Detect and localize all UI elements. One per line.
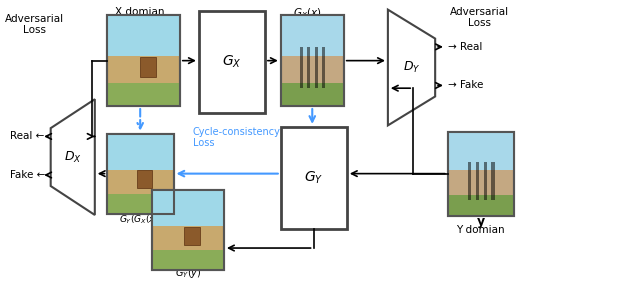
- Text: X domian: X domian: [115, 7, 165, 17]
- Bar: [199, 11, 265, 113]
- Bar: [152, 190, 224, 270]
- Polygon shape: [140, 57, 156, 77]
- Polygon shape: [476, 162, 479, 200]
- Bar: [281, 15, 344, 56]
- Bar: [108, 194, 173, 213]
- Text: $D_Y$: $D_Y$: [403, 60, 420, 75]
- Polygon shape: [468, 162, 471, 200]
- Polygon shape: [492, 162, 495, 200]
- Bar: [281, 83, 344, 106]
- Bar: [108, 83, 180, 106]
- Bar: [152, 250, 224, 270]
- Bar: [281, 15, 344, 106]
- Bar: [108, 15, 180, 106]
- Text: $\mathbf{x}$: $\mathbf{x}$: [135, 17, 145, 30]
- Text: Cycle-consistency
Loss: Cycle-consistency Loss: [193, 127, 280, 148]
- Bar: [108, 134, 173, 213]
- Polygon shape: [300, 47, 303, 88]
- Bar: [108, 134, 173, 213]
- Text: $G_Y(y)$: $G_Y(y)$: [175, 266, 202, 280]
- Polygon shape: [307, 47, 310, 88]
- Bar: [448, 132, 514, 216]
- Text: $D_X$: $D_X$: [64, 149, 82, 165]
- Bar: [108, 134, 173, 170]
- Text: Real ←: Real ←: [10, 131, 44, 141]
- Text: $G_Y$: $G_Y$: [304, 169, 323, 186]
- Polygon shape: [184, 227, 200, 244]
- Text: → Real: → Real: [448, 42, 482, 52]
- Text: Adversarial
Loss: Adversarial Loss: [450, 7, 509, 28]
- Polygon shape: [483, 162, 487, 200]
- Polygon shape: [315, 47, 318, 88]
- Text: $G_X(x)$: $G_X(x)$: [293, 7, 321, 21]
- Bar: [281, 15, 344, 106]
- Text: → Fake: → Fake: [448, 80, 483, 91]
- Bar: [152, 190, 224, 270]
- Bar: [448, 132, 514, 170]
- Text: $G_Y(G_X(x))$: $G_Y(G_X(x))$: [118, 213, 162, 226]
- Bar: [448, 132, 514, 216]
- Bar: [281, 127, 347, 229]
- Bar: [152, 190, 224, 226]
- Text: $G_X$: $G_X$: [222, 54, 242, 70]
- Text: $\mathbf{y}$: $\mathbf{y}$: [476, 216, 486, 230]
- Bar: [108, 15, 180, 56]
- Polygon shape: [388, 10, 435, 125]
- Text: Y domian: Y domian: [456, 225, 505, 235]
- Text: Fake ←: Fake ←: [10, 170, 45, 180]
- Polygon shape: [51, 99, 95, 215]
- Text: Adversarial
Loss: Adversarial Loss: [5, 14, 65, 35]
- Polygon shape: [137, 170, 152, 188]
- Bar: [448, 195, 514, 216]
- Polygon shape: [323, 47, 326, 88]
- Bar: [108, 15, 180, 106]
